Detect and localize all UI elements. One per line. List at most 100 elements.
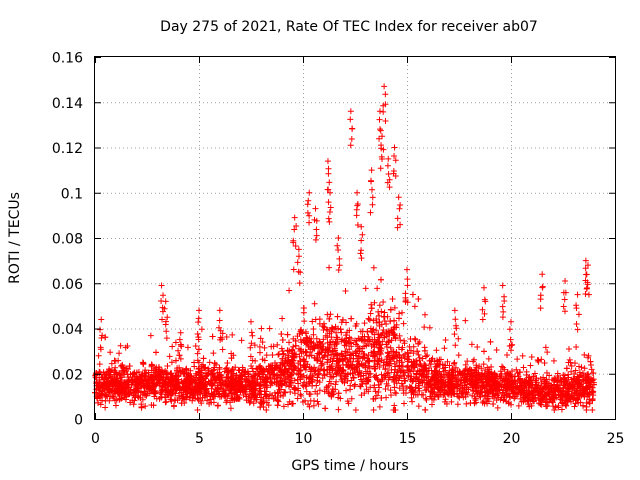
data-point xyxy=(209,333,216,340)
data-point xyxy=(478,382,485,389)
data-point xyxy=(210,392,217,399)
data-point xyxy=(391,332,398,339)
data-point xyxy=(334,242,341,249)
data-point xyxy=(195,346,202,353)
data-point xyxy=(394,369,401,376)
data-point xyxy=(280,351,287,358)
data-point xyxy=(335,247,342,254)
data-point xyxy=(380,326,387,333)
data-point xyxy=(170,403,177,410)
data-point xyxy=(367,384,374,391)
data-point xyxy=(370,395,377,402)
data-point xyxy=(565,374,572,381)
data-point xyxy=(568,363,575,370)
data-point xyxy=(316,351,323,358)
data-point xyxy=(246,382,253,389)
data-point xyxy=(282,357,289,364)
plot-frame xyxy=(94,56,616,420)
data-point xyxy=(325,199,332,206)
data-point xyxy=(507,336,514,343)
data-point xyxy=(297,326,304,333)
data-point xyxy=(346,327,353,334)
data-point xyxy=(104,382,111,389)
data-point xyxy=(383,343,390,350)
data-point xyxy=(348,395,355,402)
data-point xyxy=(436,361,443,368)
data-point xyxy=(294,259,301,266)
data-point xyxy=(411,303,418,310)
data-point xyxy=(315,401,322,408)
data-point xyxy=(101,376,108,383)
data-point xyxy=(244,378,251,385)
data-point xyxy=(320,367,327,374)
data-point xyxy=(306,364,313,371)
data-point xyxy=(166,353,173,360)
data-point xyxy=(376,116,383,123)
data-point xyxy=(544,349,551,356)
data-point xyxy=(565,397,572,404)
x-tick-label: 0 xyxy=(91,431,100,447)
data-point xyxy=(217,327,224,334)
data-point xyxy=(284,331,291,338)
data-point xyxy=(133,369,140,376)
data-point xyxy=(365,388,372,395)
data-point xyxy=(251,386,258,393)
data-point xyxy=(327,373,334,380)
data-point xyxy=(349,370,356,377)
data-point xyxy=(380,359,387,366)
data-point xyxy=(246,399,253,406)
data-point xyxy=(354,222,361,229)
data-point xyxy=(387,387,394,394)
data-point xyxy=(296,353,303,360)
data-point xyxy=(307,373,314,380)
data-point xyxy=(543,392,550,399)
data-point xyxy=(196,307,202,314)
data-point xyxy=(385,155,392,162)
data-point xyxy=(216,366,223,373)
x-tick-label: 25 xyxy=(607,431,625,447)
data-point xyxy=(388,337,395,344)
data-point xyxy=(422,406,429,413)
data-point xyxy=(421,347,428,354)
data-point xyxy=(585,371,592,378)
data-point xyxy=(349,361,356,368)
data-point xyxy=(408,347,415,354)
y-tick-label: 0.16 xyxy=(52,51,83,67)
data-point xyxy=(384,179,391,186)
data-point xyxy=(184,344,191,351)
data-point xyxy=(200,355,207,362)
data-point xyxy=(115,387,122,394)
data-point xyxy=(173,387,180,394)
data-point xyxy=(297,348,304,355)
data-point xyxy=(251,342,258,349)
data-point xyxy=(281,380,288,387)
data-point xyxy=(407,335,414,342)
data-point xyxy=(375,381,382,388)
y-tick-label: 0.14 xyxy=(52,96,83,112)
data-point xyxy=(339,316,346,323)
data-point xyxy=(462,317,469,324)
data-point xyxy=(268,378,275,385)
data-point xyxy=(440,392,447,399)
data-point xyxy=(546,380,553,387)
data-point xyxy=(279,337,286,343)
data-point xyxy=(307,338,314,345)
data-point xyxy=(305,197,312,204)
data-point xyxy=(487,338,494,345)
data-point xyxy=(371,299,378,306)
data-point xyxy=(570,375,577,382)
data-point xyxy=(328,374,335,381)
data-point xyxy=(444,358,451,365)
data-point xyxy=(236,386,243,393)
data-point xyxy=(360,362,367,369)
data-point xyxy=(172,339,179,346)
data-point xyxy=(327,380,334,387)
data-point xyxy=(294,395,301,402)
data-point xyxy=(266,391,273,398)
data-point xyxy=(291,214,298,221)
data-point xyxy=(257,335,264,342)
data-point xyxy=(460,369,467,376)
data-point xyxy=(195,315,202,322)
data-point xyxy=(352,348,359,355)
data-point xyxy=(394,224,401,231)
